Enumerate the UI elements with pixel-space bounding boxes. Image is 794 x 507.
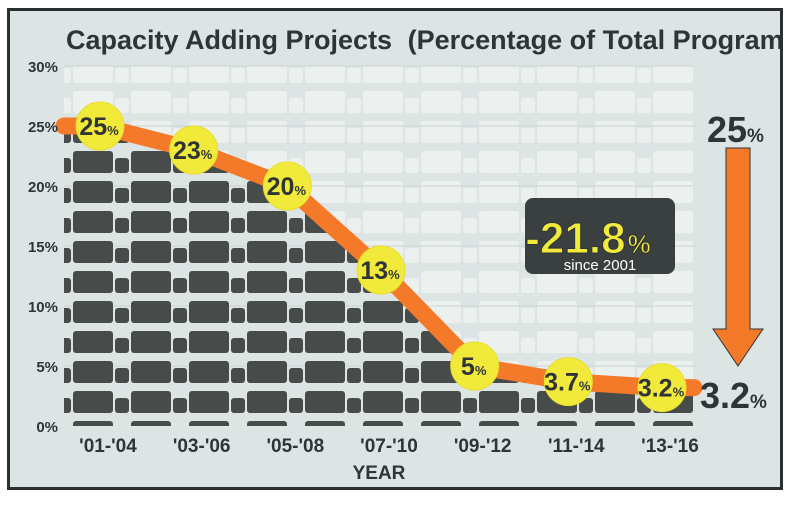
x-tick-label: '11-'14 — [548, 436, 605, 457]
data-label: 3.2% — [638, 375, 685, 403]
start-value: 25% — [707, 109, 764, 150]
chart-title-main: Capacity Adding Projects — [66, 25, 392, 55]
x-tick-label: '01-'04 — [79, 436, 137, 457]
data-point-marker — [75, 101, 125, 151]
chart-frame: Capacity Adding Projects (Percentage of … — [7, 8, 783, 490]
data-label: 3.7% — [544, 369, 591, 397]
data-point-marker — [262, 161, 312, 211]
x-tick-label: '03-'06 — [173, 436, 231, 457]
data-label-percent: % — [673, 385, 685, 400]
y-tick-label: 10% — [28, 299, 58, 316]
change-caption: since 2001 — [564, 257, 637, 274]
x-axis-label: YEAR — [353, 463, 406, 484]
change-value: -21.8% — [525, 214, 650, 263]
start-percent-sign: % — [747, 126, 764, 147]
y-axis-ticks: 0% 5% 10% 15% 20% 25% 30% — [28, 59, 58, 436]
end-percent-sign: % — [750, 392, 767, 413]
y-tick-label: 15% — [28, 239, 58, 256]
y-tick-label: 30% — [28, 59, 58, 76]
data-point: 25% — [75, 101, 125, 151]
data-point: 3.7% — [543, 357, 593, 407]
x-tick-label: '05-'08 — [267, 436, 325, 457]
data-label-percent: % — [475, 363, 487, 378]
data-label-percent: % — [201, 147, 213, 162]
data-point-marker — [543, 357, 593, 407]
line-chart: Capacity Adding Projects (Percentage of … — [28, 25, 780, 484]
x-tick-label: '07-'10 — [360, 436, 418, 457]
y-tick-label: 20% — [28, 179, 58, 196]
change-percent-sign: % — [628, 229, 651, 259]
data-point-marker — [637, 363, 687, 413]
decrease-arrow — [712, 147, 764, 367]
data-point: 20% — [262, 161, 312, 211]
data-point: 3.2% — [637, 363, 687, 413]
change-callout-box — [525, 198, 675, 274]
x-axis-ticks: '01-'04 '03-'06 '05-'08 '07-'10 '09-'12 '11-'… — [79, 436, 699, 457]
chart-subtitle: (Percentage of Total Program) — [408, 25, 780, 55]
data-point-marker — [356, 245, 406, 295]
data-label: 20% — [267, 173, 307, 201]
data-label-percent: % — [579, 379, 591, 394]
x-tick-label: '09-'12 — [454, 436, 512, 457]
y-tick-label: 25% — [28, 119, 58, 136]
data-label-percent: % — [388, 267, 400, 282]
data-label: 5% — [461, 353, 487, 381]
y-tick-label: 5% — [36, 359, 58, 376]
data-label: 13% — [360, 257, 400, 285]
data-label: 23% — [173, 137, 213, 165]
start-end-indicator: 25% 3.2% — [700, 109, 767, 416]
end-value: 3.2% — [700, 375, 767, 416]
data-label: 25% — [79, 113, 119, 141]
data-point-marker — [169, 125, 219, 175]
chart-title: Capacity Adding Projects (Percentage of … — [66, 25, 780, 55]
data-markers: 25% 23% 20% 13% 5% 3.7% 3.2% — [75, 101, 687, 413]
data-label-percent: % — [107, 123, 119, 138]
data-point-marker — [450, 341, 500, 391]
x-tick-label: '13-'16 — [641, 436, 699, 457]
change-callout: -21.8% since 2001 — [525, 198, 675, 274]
data-point: 23% — [169, 125, 219, 175]
data-label-percent: % — [294, 183, 306, 198]
y-tick-label: 0% — [36, 419, 58, 436]
data-point: 13% — [356, 245, 406, 295]
data-point: 5% — [450, 341, 500, 391]
